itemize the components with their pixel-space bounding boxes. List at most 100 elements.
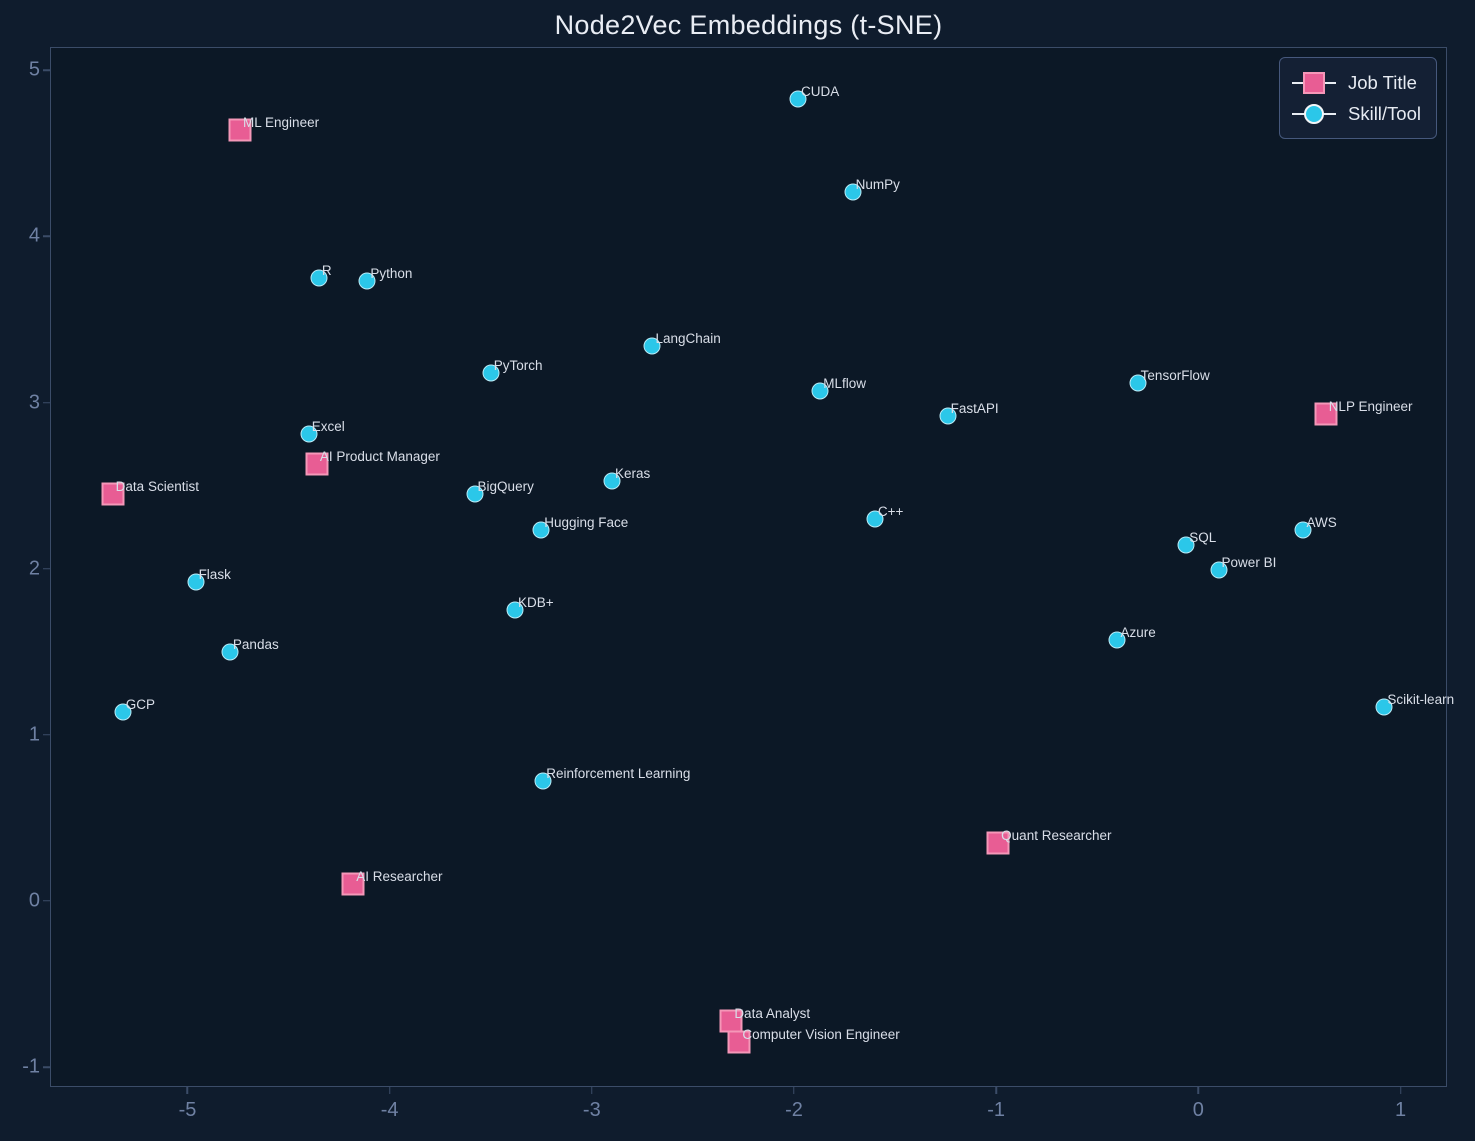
scatter-point-skill (1210, 561, 1228, 579)
y-tick-label: 3 (28, 391, 40, 414)
scatter-point-skill (789, 90, 807, 107)
circle-marker-icon (1304, 103, 1324, 124)
legend-label: Skill/Tool (1348, 102, 1421, 124)
scatter-point-skill (643, 337, 661, 355)
point-label: Azure (1120, 625, 1156, 641)
point-label: R (321, 262, 332, 278)
point-label: Reinforcement Learning (546, 766, 691, 782)
point-label: FastAPI (950, 400, 999, 416)
chart-title: Node2Vec Embeddings (t-SNE) (554, 10, 943, 40)
scatter-point-skill (1129, 374, 1147, 392)
point-label: Flask (198, 566, 231, 582)
x-tick-label: 1 (1394, 1099, 1407, 1121)
point-label: KDB+ (517, 595, 554, 611)
legend-marker-cell (1292, 102, 1336, 126)
x-tick-label: -5 (178, 1099, 197, 1121)
point-label: LangChain (655, 331, 721, 347)
scatter-point-skill (187, 573, 205, 591)
point-label: Data Scientist (115, 478, 199, 494)
point-label: Excel (311, 419, 345, 435)
x-tick-label: -2 (785, 1099, 803, 1121)
scatter-point-skill (1108, 631, 1126, 649)
y-tick-label: -1 (22, 1055, 40, 1078)
point-label: AWS (1306, 515, 1337, 531)
y-tick-label: 0 (28, 889, 40, 912)
scatter-point-skill (1294, 521, 1312, 539)
x-tick-label: -1 (987, 1099, 1006, 1121)
y-tick-mark (43, 734, 50, 736)
legend-label: Job Title (1348, 71, 1417, 93)
x-tick-mark (995, 1087, 997, 1094)
point-label: Scikit-learn (1387, 691, 1455, 707)
legend-item-job-title: Job Title (1292, 67, 1421, 98)
x-tick-mark (1399, 1087, 1402, 1094)
point-label: Power BI (1221, 555, 1277, 571)
y-tick-mark (43, 900, 50, 902)
scatter-point-skill (482, 364, 500, 382)
point-label: ML Engineer (243, 115, 320, 131)
scatter-point-skill (534, 772, 552, 790)
point-label: MLflow (823, 375, 867, 391)
scatter-point-job-title (228, 118, 252, 142)
scatter-point-skill (866, 510, 884, 528)
y-tick-mark (43, 567, 50, 570)
scatter-point-skill (310, 269, 328, 287)
x-tick-label: 0 (1192, 1099, 1204, 1121)
y-tick-label: 5 (28, 58, 40, 81)
scatter-point-skill (811, 382, 829, 400)
point-label: Keras (615, 465, 651, 481)
point-label: SQL (1189, 530, 1217, 546)
y-tick-mark (43, 69, 50, 71)
point-label: AI Product Manager (319, 448, 440, 464)
point-label: BigQuery (477, 478, 534, 494)
point-label: Pandas (232, 636, 279, 652)
x-tick-label: -3 (582, 1099, 601, 1121)
square-marker-icon (1303, 71, 1325, 94)
scatter-point-job-title (101, 482, 125, 506)
x-tick-mark (591, 1087, 593, 1094)
scatter-point-job-title (727, 1030, 751, 1054)
scatter-point-job-title (986, 831, 1010, 855)
scatter-point-skill (939, 407, 957, 425)
y-tick-label: 2 (28, 557, 40, 580)
y-tick-mark (43, 235, 50, 238)
point-label: C++ (877, 503, 904, 519)
point-label: NLP Engineer (1328, 399, 1413, 415)
scatter-point-job-title (305, 452, 329, 476)
point-label: CUDA (801, 83, 840, 99)
point-label: Hugging Face (544, 515, 629, 531)
scatter-point-skill (300, 425, 318, 443)
scatter-point-skill (603, 472, 621, 490)
point-label: Data Analyst (734, 1005, 811, 1021)
point-label: NumPy (855, 176, 900, 192)
x-tick-mark (186, 1087, 189, 1094)
scatter-point-skill (358, 272, 376, 290)
legend-item-skill-tool: Skill/Tool (1292, 98, 1421, 129)
point-label: Python (370, 266, 413, 282)
scatter-point-job-title (341, 872, 365, 896)
point-label: Computer Vision Engineer (742, 1027, 900, 1043)
scatter-point-job-title (1314, 402, 1338, 426)
point-label: Quant Researcher (1001, 827, 1112, 843)
legend-marker-cell (1292, 71, 1336, 95)
point-label: GCP (125, 696, 156, 712)
y-tick-label: 1 (28, 723, 40, 746)
point-label: PyTorch (493, 357, 543, 373)
scatter-point-skill (1375, 698, 1393, 716)
scatter-point-skill (506, 601, 524, 619)
x-tick-mark (1197, 1087, 1200, 1094)
scatter-point-skill (532, 521, 550, 539)
scatter-point-skill (1177, 536, 1195, 554)
point-label: AI Researcher (356, 869, 443, 885)
point-label: TensorFlow (1140, 367, 1210, 383)
x-tick-label: -4 (380, 1099, 399, 1121)
scatter-point-skill (221, 643, 239, 661)
scatter-point-skill (114, 703, 132, 721)
x-tick-mark (793, 1087, 795, 1094)
scatter-point-skill (844, 183, 862, 201)
x-tick-mark (388, 1087, 391, 1094)
